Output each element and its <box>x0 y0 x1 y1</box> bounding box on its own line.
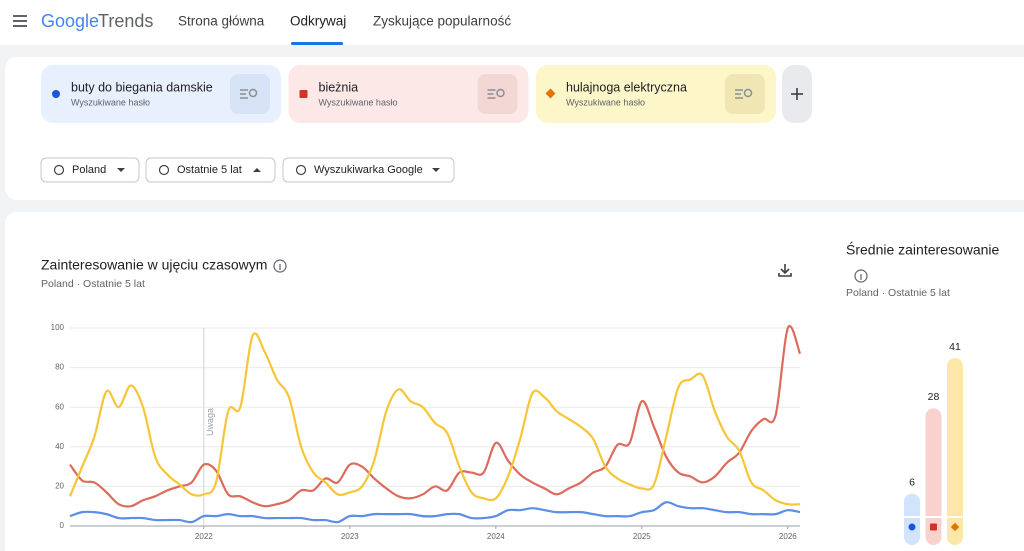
term-search-icon <box>743 88 753 98</box>
term-chip[interactable] <box>41 65 281 123</box>
nav-active <box>291 42 343 45</box>
top-bar <box>0 0 1024 45</box>
filter-button[interactable] <box>40 157 140 183</box>
term-name: bieżnia <box>319 80 359 94</box>
term-kind: Wyszukiwane hasło <box>319 97 398 107</box>
x-tick-label: 2022 <box>195 532 213 541</box>
filter-caret <box>432 168 440 172</box>
x-tick-label: 2026 <box>779 532 797 541</box>
filter-icon <box>158 164 170 176</box>
y-tick-label: 40 <box>55 442 64 451</box>
logo[interactable]: Trends <box>98 11 153 31</box>
avg-bar <box>925 408 942 545</box>
term-marker <box>299 90 308 98</box>
add-term[interactable] <box>782 65 812 123</box>
avg-bar <box>947 358 963 545</box>
y-tick-label: 100 <box>51 323 65 332</box>
line-series <box>68 332 801 506</box>
term-search-icon <box>735 89 743 99</box>
filter-label: Wyszukiwarka Google <box>314 164 423 176</box>
term-kind: Wyszukiwane hasło <box>566 97 645 107</box>
term-marker <box>545 88 556 99</box>
y-tick-label: 20 <box>55 482 64 491</box>
term-name: buty do biegania damskie <box>71 80 213 94</box>
filter-button[interactable] <box>145 157 276 183</box>
avg-value-label: 41 <box>949 341 961 353</box>
menu-icon[interactable] <box>13 15 27 27</box>
avg-title: Średnie zainteresowanie <box>846 241 1000 258</box>
annotation: Uwaga <box>205 408 215 436</box>
line-series <box>69 324 802 508</box>
info-icon[interactable] <box>854 269 868 283</box>
filter-label: Poland <box>72 164 106 176</box>
avg-bar <box>904 493 920 545</box>
avg-marker <box>950 522 960 532</box>
term-kind: Wyszukiwane hasło <box>71 97 150 107</box>
y-tick-label: 80 <box>55 363 64 372</box>
info-icon[interactable] <box>273 259 287 273</box>
avg-subtitle: Poland · Ostatnie 5 lat <box>846 287 950 299</box>
avg-value-label: 6 <box>909 477 915 489</box>
nav-link[interactable]: Odkrywaj <box>290 14 346 29</box>
term-chip[interactable] <box>288 65 529 123</box>
term-search-icon <box>240 89 248 99</box>
filter-icon <box>295 164 307 176</box>
term-search-icon <box>496 88 505 98</box>
avg-marker <box>908 523 916 531</box>
term-chip[interactable] <box>536 65 776 123</box>
term-name: hulajnoga elektryczna <box>566 80 687 94</box>
term-marker <box>52 90 60 98</box>
line-series <box>69 501 801 524</box>
logo[interactable]: Google <box>41 11 99 31</box>
term-search-icon <box>248 88 258 98</box>
term-search-icon <box>487 89 496 99</box>
nav-link[interactable]: Strona główna <box>178 14 265 29</box>
filter-icon <box>53 164 65 176</box>
avg-marker <box>930 523 937 531</box>
chart-subtitle: Poland · Ostatnie 5 lat <box>41 278 145 290</box>
filter-caret <box>117 168 125 172</box>
filter-button[interactable] <box>282 157 455 183</box>
x-tick-label: 2024 <box>487 532 505 541</box>
y-tick-label: 60 <box>55 402 64 411</box>
avg-value-label: 28 <box>928 391 940 403</box>
download-icon[interactable] <box>778 264 792 277</box>
x-tick-label: 2025 <box>633 532 651 541</box>
filter-caret <box>253 168 261 172</box>
nav-link[interactable]: Zyskujące popularność <box>373 14 511 29</box>
x-tick-label: 2023 <box>341 532 359 541</box>
chart-title: Zainteresowanie w ujęciu czasowym <box>41 257 267 273</box>
chart-card <box>5 212 1024 551</box>
y-tick-label: 0 <box>60 521 65 530</box>
filter-label: Ostatnie 5 lat <box>177 164 242 176</box>
